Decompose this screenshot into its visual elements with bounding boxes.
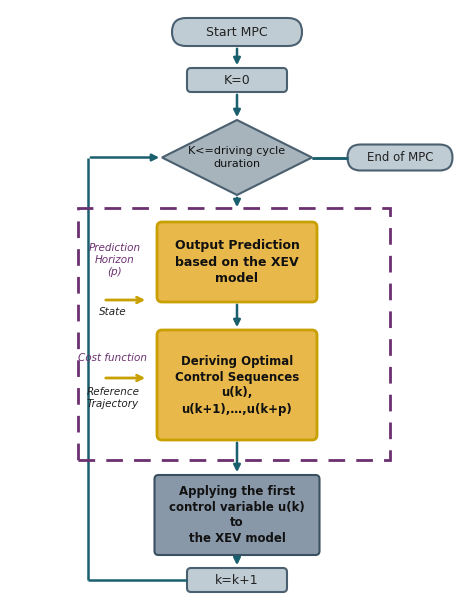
Text: Start MPC: Start MPC bbox=[206, 26, 268, 38]
Text: Reference
Trajectory: Reference Trajectory bbox=[86, 387, 139, 409]
FancyBboxPatch shape bbox=[347, 145, 453, 170]
Text: Prediction
Horizon
(p): Prediction Horizon (p) bbox=[89, 243, 141, 277]
FancyBboxPatch shape bbox=[172, 18, 302, 46]
Text: Applying the first
control variable u(k)
to
the XEV model: Applying the first control variable u(k)… bbox=[169, 485, 305, 545]
Text: State: State bbox=[99, 307, 127, 317]
FancyBboxPatch shape bbox=[187, 68, 287, 92]
Text: K=0: K=0 bbox=[224, 74, 250, 86]
FancyBboxPatch shape bbox=[155, 475, 319, 555]
Text: Output Prediction
based on the XEV
model: Output Prediction based on the XEV model bbox=[174, 238, 300, 286]
FancyBboxPatch shape bbox=[157, 222, 317, 302]
FancyBboxPatch shape bbox=[157, 330, 317, 440]
Text: Deriving Optimal
Control Sequences
u(k),
u(k+1),…,u(k+p): Deriving Optimal Control Sequences u(k),… bbox=[175, 354, 299, 415]
Text: k=k+1: k=k+1 bbox=[215, 573, 259, 587]
Text: End of MPC: End of MPC bbox=[367, 151, 433, 164]
Text: Cost function: Cost function bbox=[79, 353, 147, 363]
Text: K<=driving cycle
duration: K<=driving cycle duration bbox=[189, 147, 285, 168]
FancyBboxPatch shape bbox=[187, 568, 287, 592]
Polygon shape bbox=[162, 120, 312, 195]
